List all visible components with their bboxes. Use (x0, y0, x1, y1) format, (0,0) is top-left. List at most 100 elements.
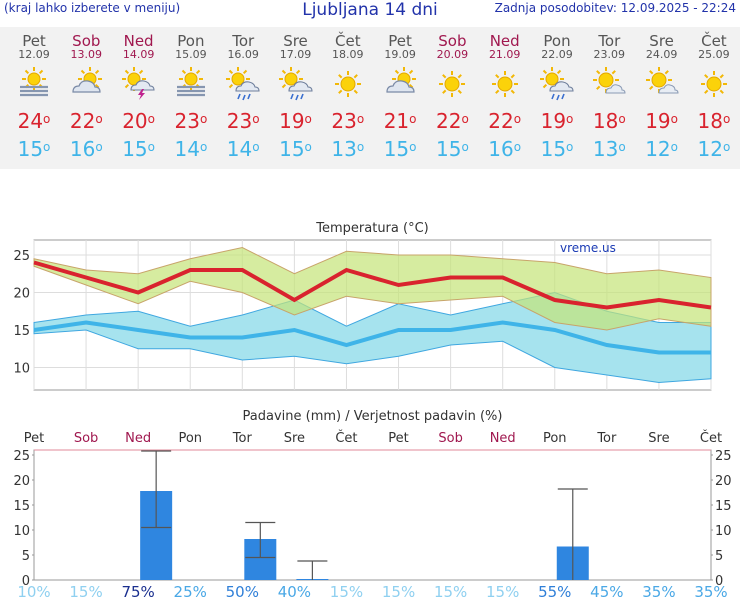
precip-probability: 15% (330, 583, 363, 600)
max-temp: 19o (645, 109, 678, 133)
day-name: Tor (598, 32, 621, 50)
max-temp: 23o (226, 109, 260, 133)
forecast-day: Pet 12.09 24o 15o (8, 33, 60, 161)
x-tick-label: Tor (596, 431, 617, 446)
precip-probability: 45% (590, 583, 623, 600)
x-tick-label: Sre (648, 431, 669, 446)
x-tick-label: Sob (438, 431, 462, 446)
day-date: 18.09 (332, 48, 364, 61)
day-name: Ned (123, 32, 154, 50)
day-name: Sre (283, 32, 308, 50)
x-tick-label: Sre (284, 431, 305, 446)
x-tick-label: Čet (700, 430, 722, 446)
precip-probability: 55% (538, 583, 571, 600)
max-temp: 22o (435, 109, 469, 133)
forecast-day: Čet 18.09 23o 13o (322, 33, 374, 161)
sun-icon (688, 65, 740, 103)
precip-probability: 75% (121, 583, 154, 600)
day-name: Čet (335, 32, 361, 50)
max-temp: 19o (540, 109, 574, 133)
day-date: 14.09 (122, 48, 155, 61)
max-temp: 23o (174, 109, 208, 133)
y-tick-label-right: 10 (715, 524, 732, 539)
forecast-day: Čet 25.09 18o 12o (688, 33, 740, 161)
min-temp: 15o (122, 137, 155, 161)
day-date: 19.09 (384, 48, 416, 61)
forecast-day: Sob 13.09 22o 16o (60, 33, 112, 161)
forecast-day: Sob 20.09 22o 15o (426, 33, 478, 161)
min-temp: 15o (279, 137, 312, 161)
y-tick-label-right: 5 (715, 549, 723, 564)
day-name: Sob (438, 32, 467, 50)
max-temp: 19o (279, 109, 312, 133)
day-date: 20.09 (436, 48, 469, 61)
min-temp: 15o (540, 137, 574, 161)
min-temp: 16o (488, 137, 522, 161)
y-tick-label-right: 15 (715, 499, 732, 514)
sun-rain-icon (270, 65, 322, 103)
day-name: Pet (388, 32, 412, 50)
watermark: vreme.us (560, 241, 616, 255)
forecast-day: Pon 15.09 23o 14o (165, 33, 217, 161)
x-tick-label: Sob (74, 431, 98, 446)
sun-icon (479, 65, 531, 103)
forecast-day: Tor 16.09 23o 14o (217, 33, 269, 161)
day-date: 23.09 (593, 48, 626, 61)
forecast-day: Pon 22.09 19o 15o (531, 33, 583, 161)
min-temp: 13o (331, 137, 365, 161)
day-date: 15.09 (175, 48, 207, 61)
day-name: Pet (22, 32, 46, 50)
sun-cloud-icon (636, 65, 688, 103)
sun-icon (426, 65, 478, 103)
y-tick-label-left: 0 (22, 574, 30, 589)
day-date: 21.09 (488, 48, 521, 61)
precip-probability: 15% (69, 583, 102, 600)
y-tick-label: 15 (13, 324, 30, 339)
precip-probability: 15% (382, 583, 415, 600)
day-name: Tor (232, 32, 255, 50)
min-temp: 12o (645, 137, 678, 161)
day-date: 17.09 (279, 48, 312, 61)
forecast-day: Sre 17.09 19o 15o (270, 33, 322, 161)
max-temp: 22o (488, 109, 522, 133)
day-name: Čet (701, 32, 727, 50)
precipitation-chart: Padavine (mm) / Verjetnost padavin (%) Pe… (13, 409, 732, 600)
x-tick-label: Čet (335, 430, 357, 446)
min-temp: 14o (174, 137, 208, 161)
day-date: 12.09 (18, 48, 50, 61)
precip-probability: 15% (434, 583, 467, 600)
precip-probability: 50% (226, 583, 259, 600)
max-temp: 22o (69, 109, 103, 133)
min-temp: 12o (697, 137, 731, 161)
y-tick-label-right: 25 (715, 449, 732, 464)
x-tick-label: Pon (543, 431, 567, 446)
x-tick-label: Pet (24, 431, 44, 446)
forecast-day: Ned 14.09 20o 15o (113, 33, 165, 161)
max-temp: 23o (331, 109, 365, 133)
precip-probability: 10% (17, 583, 50, 600)
min-temp: 15o (17, 137, 51, 161)
y-tick-label-left: 10 (13, 524, 30, 539)
y-tick-label: 20 (13, 287, 30, 302)
x-tick-label: Pon (178, 431, 202, 446)
day-name: Pon (543, 32, 571, 50)
last-update: Zadnja posodobitev: 12.09.2025 - 22:24 (494, 1, 736, 15)
sun-rain-icon (217, 65, 269, 103)
day-date: 13.09 (70, 48, 103, 61)
max-temp: 21o (383, 109, 417, 133)
y-tick-label: 10 (13, 362, 30, 377)
sun-cloud-icon (583, 65, 635, 103)
chart-title: Temperatura (°C) (315, 221, 428, 236)
forecast-day: Ned 21.09 22o 16o (479, 33, 531, 161)
day-name: Sob (72, 32, 101, 50)
y-tick-label-right: 0 (715, 574, 723, 589)
y-tick-label-left: 20 (13, 474, 30, 489)
y-tick-label-right: 20 (715, 474, 732, 489)
x-tick-label: Tor (232, 431, 253, 446)
y-tick-label-left: 15 (13, 499, 30, 514)
min-temp: 14o (226, 137, 260, 161)
precip-probability: 40% (278, 583, 311, 600)
partly-cloudy-icon (60, 65, 112, 103)
max-temp: 18o (697, 109, 731, 133)
page-title: Ljubljana 14 dni (302, 0, 438, 20)
